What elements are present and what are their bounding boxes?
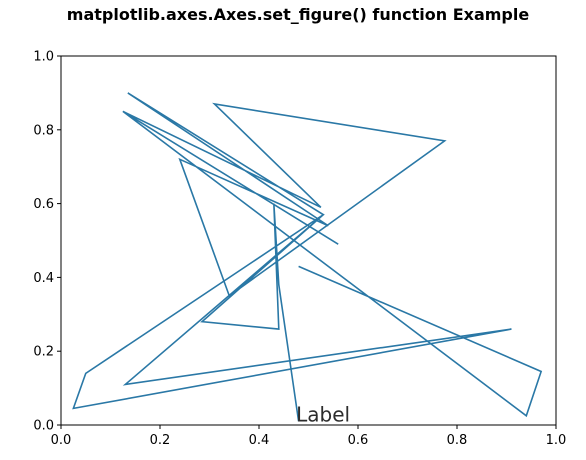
series-layer [72, 92, 543, 422]
y-tick-label: 0.8 [33, 123, 54, 138]
y-axis: 0.0 0.2 0.4 0.6 0.8 1.0 [33, 50, 61, 434]
x-tick-label: 0.6 [348, 433, 369, 448]
chart-title: matplotlib.axes.Axes.set_figure() functi… [67, 5, 530, 24]
y-tick-label: 0.2 [33, 345, 54, 360]
y-tick-label: 0.6 [33, 197, 54, 212]
y-tick-label: 1.0 [33, 50, 54, 65]
x-tick-label: 0.2 [150, 433, 171, 448]
y-tick-label: 0.4 [33, 271, 54, 286]
x-tick-label: 0.0 [51, 433, 72, 448]
y-tick-label: 0.0 [33, 419, 54, 434]
x-tick-label: 0.8 [447, 433, 468, 448]
x-tick-label: 1.0 [546, 433, 567, 448]
annotation-label: Label [296, 402, 350, 426]
series-line-0 [72, 92, 543, 422]
x-tick-label: 0.4 [249, 433, 270, 448]
plot-area: Label [60, 55, 557, 426]
axes-frame [60, 55, 557, 426]
x-axis: 0.0 0.2 0.4 0.6 0.8 1.0 [51, 425, 567, 448]
